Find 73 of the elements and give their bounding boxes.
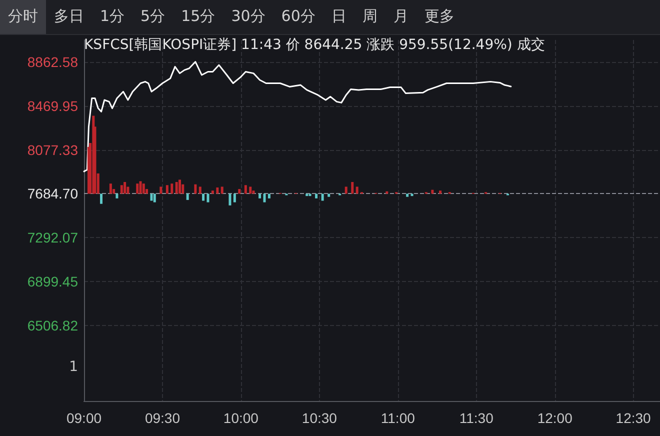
bar — [178, 180, 181, 194]
bar — [328, 194, 330, 197]
bar — [315, 194, 318, 198]
bar — [206, 194, 210, 202]
bar — [124, 182, 126, 194]
y-tick-label: 8862.58 — [27, 54, 78, 70]
bar — [306, 194, 308, 196]
bar — [321, 194, 324, 201]
bar — [268, 194, 270, 198]
bar — [139, 181, 142, 194]
chart-title: KSFCS[韩国KOSPI证券] 11:43 价 8644.25 涨跌 959.55(12.49%) 成交 — [84, 36, 545, 54]
bar — [410, 194, 414, 196]
bar — [142, 184, 145, 194]
line-series — [83, 61, 512, 172]
bar — [344, 186, 348, 194]
bar — [431, 190, 434, 194]
bar — [258, 194, 262, 198]
text: 30分 — [230, 6, 266, 27]
bar — [233, 194, 236, 202]
bar — [308, 194, 312, 196]
text: 多日 — [53, 6, 85, 27]
bar — [166, 185, 168, 194]
text: 日 — [330, 6, 348, 27]
text: 月 — [392, 6, 410, 27]
bar — [153, 194, 156, 202]
bar — [220, 186, 224, 194]
bar — [150, 194, 153, 201]
y-tick-label: 7292.07 — [27, 230, 78, 246]
bar — [263, 194, 266, 202]
x-tick-label: 09:00 — [66, 410, 102, 426]
y-tick-label: 6899.45 — [27, 273, 78, 290]
bar — [356, 186, 358, 194]
y-tick-label: 8077.33 — [27, 142, 78, 158]
bar — [211, 190, 214, 194]
bar — [351, 182, 354, 194]
bar — [186, 194, 189, 200]
bar — [238, 189, 241, 194]
x-tick-label: 11:00 — [380, 410, 416, 426]
bar — [160, 186, 162, 194]
text: 60分 — [280, 6, 316, 27]
y-tick-label: 8469.95 — [27, 98, 78, 114]
bar — [136, 184, 139, 194]
text: 15分 — [180, 6, 216, 27]
bar — [170, 184, 174, 194]
x-tick-label: 09:30 — [144, 410, 180, 426]
bar — [194, 184, 197, 194]
x-tick-label: 12:00 — [537, 410, 573, 426]
bar — [249, 186, 252, 194]
text: 分时 — [0, 0, 46, 34]
text: 5分 — [140, 6, 166, 27]
bar — [439, 190, 442, 194]
x-tick-label: 11:30 — [459, 410, 494, 426]
bar — [175, 182, 178, 194]
bar — [198, 186, 202, 194]
bar — [406, 194, 409, 197]
y-tick-label: 7684.70 — [27, 186, 78, 202]
bar — [100, 194, 103, 204]
text: 周 — [361, 6, 378, 27]
text: 更多 — [423, 6, 456, 27]
text: 1 — [69, 359, 78, 376]
text: 1分 — [99, 6, 126, 27]
bar — [252, 190, 255, 194]
bar — [216, 187, 219, 194]
bar — [228, 194, 232, 206]
bar — [109, 184, 112, 194]
y-tick-label: 6506.82 — [27, 317, 78, 334]
x-tick-label: 10:30 — [302, 410, 338, 426]
bar — [244, 185, 247, 194]
x-tick-label: 10:00 — [223, 410, 259, 426]
bar — [116, 194, 118, 198]
bar — [120, 185, 123, 194]
x-tick-label: 12:30 — [616, 410, 652, 426]
bar — [202, 194, 205, 201]
